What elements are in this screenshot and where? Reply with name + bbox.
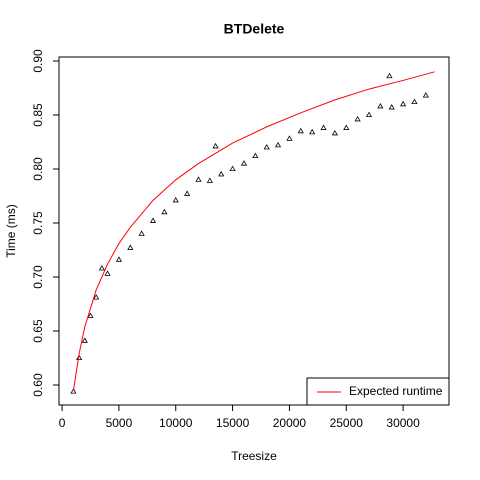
- point: [263, 143, 270, 150]
- plot-frame: [58, 56, 450, 406]
- point: [354, 115, 361, 122]
- x-tick-label: 25000: [330, 416, 364, 430]
- point: [218, 170, 225, 177]
- point: [76, 354, 83, 361]
- y-tick-label: 0.90: [31, 49, 45, 73]
- x-tick-label: 0: [59, 416, 66, 430]
- point: [81, 337, 88, 343]
- x-tick-label: 10000: [159, 416, 193, 430]
- y-tick-label: 0.80: [31, 157, 45, 181]
- point: [377, 102, 384, 109]
- point: [274, 141, 282, 148]
- point: [309, 128, 316, 135]
- point: [411, 98, 418, 105]
- point: [87, 312, 94, 318]
- point: [149, 217, 157, 223]
- point: [70, 388, 77, 394]
- y-tick-label: 0.85: [31, 103, 45, 127]
- point: [115, 256, 123, 262]
- point: [252, 152, 259, 159]
- point: [104, 270, 111, 276]
- x-axis-label: Treesize: [231, 449, 277, 463]
- y-tick-label: 0.70: [31, 265, 45, 289]
- point: [206, 177, 213, 183]
- point: [386, 72, 393, 79]
- point: [172, 196, 179, 203]
- point: [161, 208, 168, 215]
- point: [184, 190, 191, 196]
- y-tick-label: 0.75: [31, 211, 45, 235]
- y-axis-label: Time (ms): [4, 204, 18, 258]
- point: [240, 160, 248, 166]
- chart-title: BTDelete: [224, 21, 285, 37]
- x-tick-label: 20000: [273, 416, 307, 430]
- point: [286, 135, 293, 141]
- point: [320, 124, 327, 130]
- x-tick-label: 15000: [216, 416, 250, 430]
- point: [93, 294, 100, 300]
- point: [343, 124, 350, 130]
- point: [195, 176, 202, 182]
- point: [212, 142, 219, 149]
- x-tick-label: 5000: [106, 416, 133, 430]
- y-tick-label: 0.65: [31, 319, 45, 343]
- point: [399, 100, 407, 107]
- y-tick-label: 0.60: [31, 373, 45, 397]
- x-tick-label: 30000: [386, 416, 420, 430]
- point: [229, 165, 236, 172]
- point: [138, 230, 145, 236]
- point: [388, 104, 395, 110]
- point: [127, 244, 134, 250]
- expected-line: [72, 71, 435, 391]
- point: [422, 92, 429, 98]
- legend-label: Expected runtime: [349, 384, 443, 398]
- point: [297, 127, 304, 134]
- point: [365, 111, 373, 117]
- point: [331, 129, 338, 136]
- point: [98, 264, 105, 271]
